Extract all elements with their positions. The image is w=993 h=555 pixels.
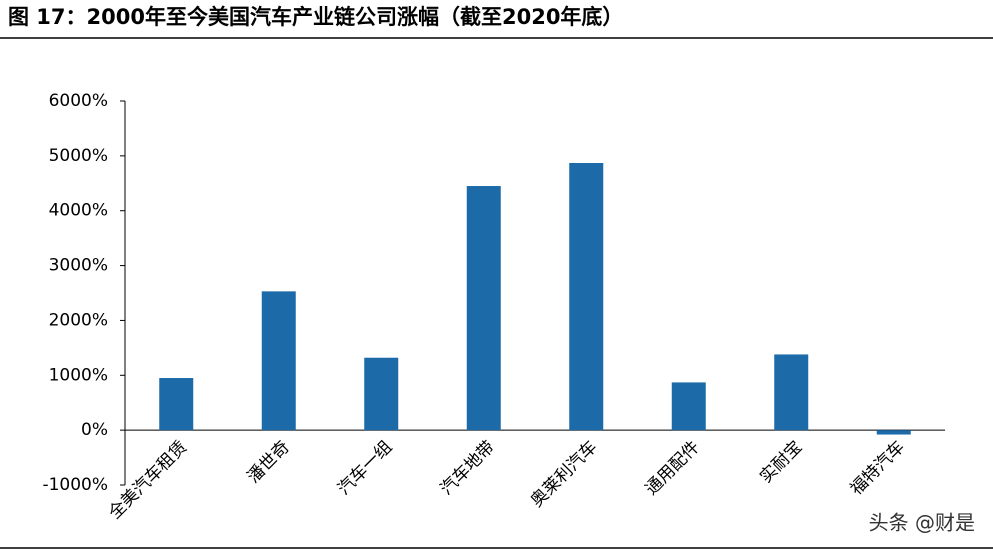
y-tick-label: 0% — [81, 420, 108, 440]
bar — [671, 382, 706, 431]
y-tick-label: 5000% — [49, 146, 108, 166]
x-tick-label: 全美汽车租赁 — [105, 437, 191, 523]
x-tick-label: 潘世奇 — [244, 437, 294, 487]
bar — [466, 186, 501, 431]
y-tick-label: 4000% — [49, 201, 108, 221]
x-tick-label: 福特汽车 — [847, 437, 909, 499]
y-tick-label: 3000% — [49, 256, 108, 276]
watermark: 头条 @财是 — [869, 511, 975, 535]
bar — [159, 378, 194, 431]
x-tick-label: 通用配件 — [642, 437, 704, 499]
y-tick-label: 6000% — [49, 91, 108, 111]
bar — [569, 162, 604, 431]
bar — [261, 291, 296, 431]
bar — [774, 354, 809, 431]
y-tick-label: -1000% — [42, 475, 108, 495]
bar — [364, 357, 399, 431]
y-tick-label: 2000% — [49, 310, 108, 330]
bar — [876, 430, 911, 435]
x-tick-label: 汽车地带 — [437, 437, 499, 499]
x-tick-label: 汽车一组 — [334, 437, 396, 499]
y-tick-label: 1000% — [49, 365, 108, 385]
x-tick-label: 奥莱利汽车 — [527, 437, 601, 511]
chart-title: 图 17：2000年至今美国汽车产业链公司涨幅（截至2020年底） — [8, 5, 623, 29]
x-tick-label: 实耐宝 — [756, 437, 806, 487]
